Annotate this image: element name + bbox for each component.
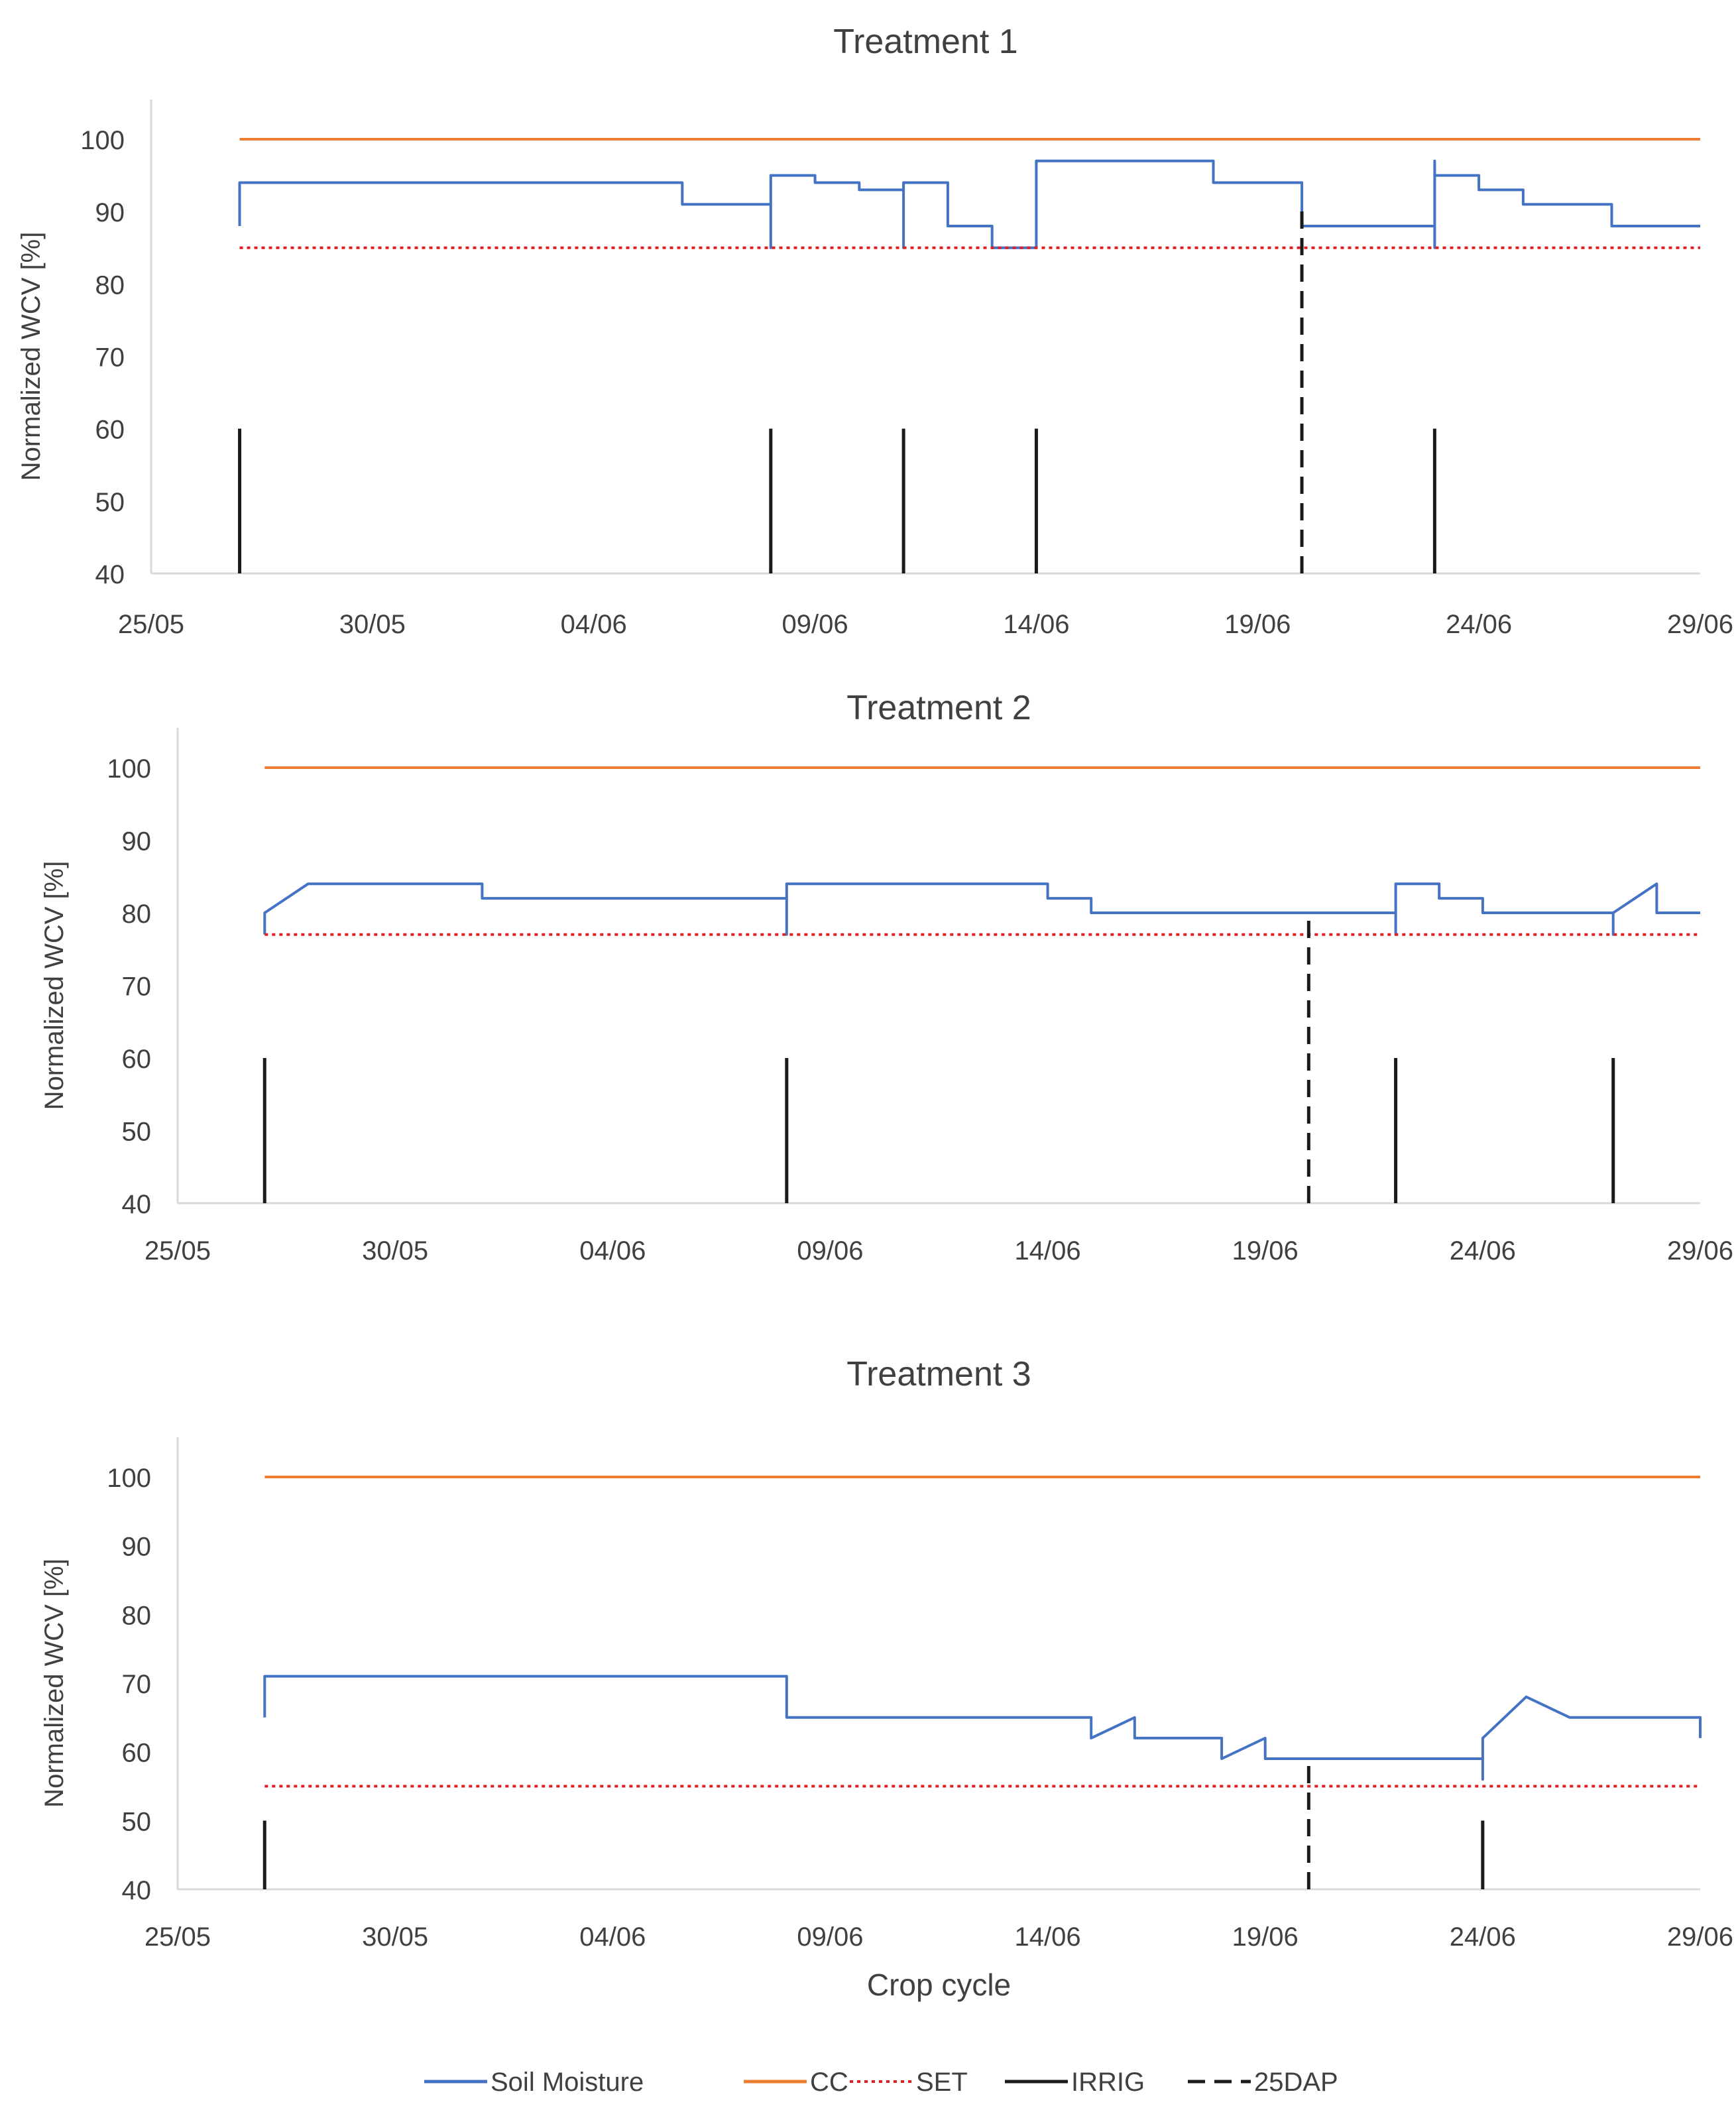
y-tick-label: 80 — [95, 270, 125, 300]
y-tick-label: 100 — [107, 754, 151, 784]
x-tick-label: 24/06 — [1450, 1236, 1516, 1266]
x-tick-label: 24/06 — [1446, 610, 1512, 639]
legend-label: SET — [916, 2068, 968, 2097]
x-tick-label: 14/06 — [1015, 1922, 1081, 1952]
y-tick-label: 90 — [95, 198, 125, 227]
y-tick-label: 50 — [122, 1118, 152, 1147]
chart-panel-3: Treatment 3 Normalized WCV [%] 40 50 60 70 80 9… — [40, 1355, 1733, 2002]
y-tick-label: 80 — [122, 1601, 152, 1630]
y-tick-label: 40 — [95, 560, 125, 589]
series-soil-moisture-line — [263, 882, 1700, 936]
y-tick-label: 60 — [122, 1045, 152, 1074]
y-tick-label: 70 — [122, 1670, 152, 1699]
x-tick-label: 19/06 — [1224, 610, 1291, 639]
x-tick-label: 09/06 — [797, 1922, 863, 1952]
x-tick-label: 04/06 — [561, 610, 627, 639]
legend-label: Soil Moisture — [491, 2068, 644, 2097]
y-tick-label: 70 — [122, 972, 152, 1002]
y-tick-label: 40 — [122, 1190, 152, 1219]
series-soil-moisture-line — [263, 1675, 1702, 1781]
y-axis-title: Normalized WCV [%] — [40, 1559, 69, 1808]
legend: Soil Moisture CC SET IRRIG 25DAP — [424, 2068, 1338, 2097]
x-tick-label: 30/05 — [339, 610, 406, 639]
x-tick-label: 29/06 — [1667, 1236, 1733, 1266]
x-axis-title: Crop cycle — [867, 1968, 1011, 2002]
y-tick-label: 80 — [122, 900, 152, 929]
y-tick-label: 50 — [122, 1807, 152, 1836]
y-tick-label: 60 — [122, 1739, 152, 1768]
x-tick-label: 19/06 — [1232, 1922, 1299, 1952]
y-tick-label: 90 — [122, 1533, 152, 1562]
x-tick-label: 19/06 — [1232, 1236, 1299, 1266]
x-tick-label: 09/06 — [797, 1236, 863, 1266]
legend-label: IRRIG — [1071, 2068, 1145, 2097]
x-tick-label: 14/06 — [1003, 610, 1069, 639]
y-tick-label: 90 — [122, 827, 152, 856]
chart-title: Treatment 3 — [846, 1355, 1031, 1393]
x-tick-label: 29/06 — [1667, 1922, 1733, 1952]
y-tick-label: 70 — [95, 343, 125, 373]
y-axis-title: Normalized WCV [%] — [40, 861, 69, 1110]
x-tick-label: 25/05 — [118, 610, 184, 639]
y-tick-label: 40 — [122, 1876, 152, 1905]
x-tick-label: 30/05 — [362, 1236, 428, 1266]
x-tick-label: 09/06 — [782, 610, 848, 639]
x-tick-label: 25/05 — [145, 1922, 211, 1952]
x-tick-label: 04/06 — [579, 1922, 646, 1952]
y-tick-label: 60 — [95, 416, 125, 445]
x-tick-label: 04/06 — [579, 1236, 646, 1266]
legend-label: CC — [810, 2068, 848, 2097]
y-tick-label: 50 — [95, 488, 125, 517]
series-soil-moisture-line — [238, 159, 1700, 249]
legend-label: 25DAP — [1254, 2068, 1338, 2097]
y-tick-label: 100 — [107, 1464, 151, 1493]
x-tick-label: 25/05 — [145, 1236, 211, 1266]
x-tick-label: 24/06 — [1450, 1922, 1516, 1952]
x-tick-label: 29/06 — [1667, 610, 1733, 639]
chart-title: Treatment 2 — [846, 689, 1031, 727]
x-tick-label: 14/06 — [1015, 1236, 1081, 1266]
y-axis-title: Normalized WCV [%] — [17, 232, 46, 481]
y-tick-label: 100 — [80, 126, 125, 155]
chart-title: Treatment 1 — [833, 23, 1017, 61]
chart-panel-1: Treatment 1 Normalized WCV [%] 40 50 60 70 80 9… — [17, 23, 1733, 639]
chart-panel-2: Treatment 2 Normalized WCV [%] 40 50 60 70 80 9… — [40, 689, 1733, 1266]
x-tick-label: 30/05 — [362, 1922, 428, 1952]
